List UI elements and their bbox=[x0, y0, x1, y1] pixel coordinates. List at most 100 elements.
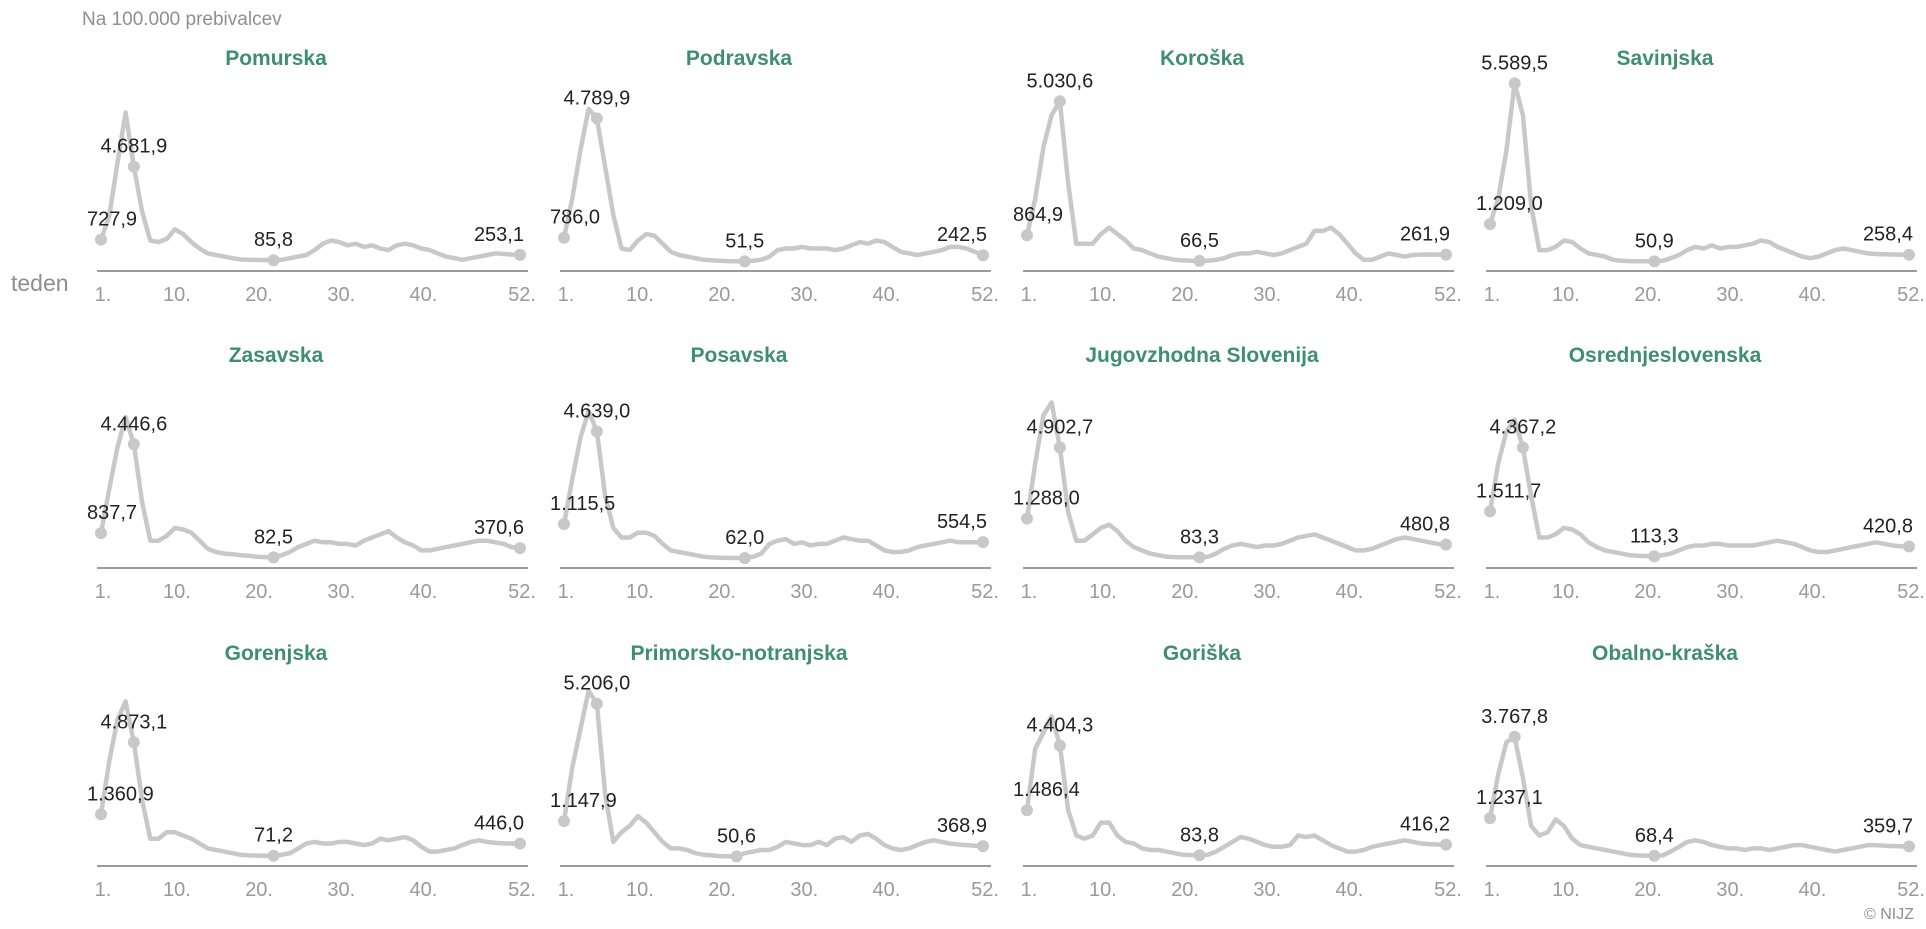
x-tick-label: 40. bbox=[410, 284, 438, 306]
data-label: 4.873,1 bbox=[100, 711, 167, 733]
x-tick-label: 20. bbox=[1171, 284, 1199, 306]
data-point bbox=[977, 840, 989, 853]
panel-1: 1. 10. 20. 30. 40. 52. 727,9 4.681,9 85,8 253,1 Po… bbox=[87, 47, 536, 306]
data-point bbox=[1021, 229, 1033, 242]
x-tick-label: 1. bbox=[1021, 879, 1038, 901]
data-label: 71,2 bbox=[254, 825, 293, 847]
data-point bbox=[514, 542, 526, 555]
data-point bbox=[738, 255, 751, 268]
panel-title: Posavska bbox=[691, 344, 788, 367]
data-point bbox=[514, 248, 526, 261]
x-tick-label: 20. bbox=[1634, 284, 1662, 306]
x-tick-label: 30. bbox=[327, 284, 355, 306]
data-point bbox=[977, 536, 989, 549]
data-point bbox=[1648, 550, 1661, 563]
data-label: 83,3 bbox=[1180, 526, 1219, 548]
data-point bbox=[1053, 95, 1066, 108]
series-line bbox=[561, 106, 986, 264]
x-tick-label: 20. bbox=[1634, 879, 1662, 901]
x-tick-label: 40. bbox=[873, 879, 901, 901]
x-tick-label: 20. bbox=[708, 879, 736, 901]
data-label: 1.147,9 bbox=[550, 790, 617, 812]
panel-2: 1. 10. 20. 30. 40. 52. 786,0 4.789,9 51,5 242,5 Po… bbox=[550, 47, 999, 306]
data-label: 51,5 bbox=[725, 230, 764, 252]
data-label: 242,5 bbox=[937, 224, 987, 246]
data-point bbox=[514, 837, 526, 850]
x-tick-label: 30. bbox=[327, 879, 355, 901]
data-point bbox=[558, 231, 570, 244]
data-label: 83,8 bbox=[1180, 824, 1219, 846]
data-point bbox=[1484, 812, 1496, 825]
x-tick-label: 52. bbox=[1434, 284, 1462, 306]
panel-3: 1. 10. 20. 30. 40. 52. 864,9 5.030,6 66,5 261,9 Ko… bbox=[1013, 47, 1462, 306]
data-label: 446,0 bbox=[474, 813, 524, 835]
panel-title: Gorenjska bbox=[225, 642, 328, 665]
data-point bbox=[267, 254, 280, 267]
panel-title: Obalno-kraška bbox=[1592, 642, 1738, 665]
data-point bbox=[558, 518, 570, 531]
panel-12: 1. 10. 20. 30. 40. 52. 1.237,1 3.767,8 68,4 359,7… bbox=[1476, 642, 1925, 901]
x-tick-label: 1. bbox=[95, 581, 112, 603]
data-point bbox=[127, 736, 140, 749]
data-point bbox=[1021, 512, 1033, 525]
data-point bbox=[590, 425, 603, 438]
data-label: 480,8 bbox=[1400, 514, 1450, 536]
x-tick-label: 52. bbox=[508, 284, 536, 306]
data-point bbox=[558, 815, 570, 828]
data-label: 786,0 bbox=[550, 207, 600, 229]
series-line bbox=[1024, 400, 1449, 560]
x-tick-label: 10. bbox=[1089, 284, 1117, 306]
x-tick-label: 30. bbox=[1253, 581, 1281, 603]
panel-8: 1. 10. 20. 30. 40. 52. 1.511,7 4.367,2 113,3 420,… bbox=[1476, 344, 1925, 603]
x-tick-label: 30. bbox=[1253, 284, 1281, 306]
data-label: 4.446,6 bbox=[100, 413, 167, 435]
x-tick-label: 1. bbox=[95, 879, 112, 901]
data-label: 837,7 bbox=[87, 502, 137, 524]
series-line bbox=[98, 110, 523, 263]
data-point bbox=[730, 850, 743, 863]
data-label: 1.237,1 bbox=[1476, 787, 1543, 809]
x-tick-label: 30. bbox=[1253, 879, 1281, 901]
x-tick-label: 20. bbox=[708, 284, 736, 306]
data-label: 261,9 bbox=[1400, 224, 1450, 246]
series-line bbox=[98, 414, 523, 560]
data-point bbox=[1021, 804, 1033, 817]
x-tick-label: 10. bbox=[1089, 879, 1117, 901]
data-label: 5.589,5 bbox=[1481, 52, 1548, 74]
data-label: 4.639,0 bbox=[563, 400, 630, 422]
data-point bbox=[127, 438, 140, 451]
x-tick-label: 40. bbox=[1336, 284, 1364, 306]
x-tick-label: 40. bbox=[410, 879, 438, 901]
x-tick-label: 10. bbox=[1552, 284, 1580, 306]
x-tick-label: 52. bbox=[971, 284, 999, 306]
x-tick-label: 30. bbox=[1716, 879, 1744, 901]
x-tick-label: 40. bbox=[1799, 581, 1827, 603]
data-label: 727,9 bbox=[87, 209, 137, 231]
data-point bbox=[1516, 441, 1529, 454]
series-line bbox=[1487, 81, 1912, 264]
x-tick-label: 52. bbox=[1897, 284, 1925, 306]
panel-title: Podravska bbox=[686, 47, 793, 70]
x-tick-label: 10. bbox=[626, 879, 654, 901]
series-line bbox=[98, 699, 523, 858]
data-point bbox=[1484, 218, 1496, 231]
data-point bbox=[977, 249, 989, 262]
data-label: 4.681,9 bbox=[100, 136, 167, 158]
data-label: 420,8 bbox=[1863, 515, 1913, 537]
x-tick-label: 1. bbox=[558, 284, 575, 306]
data-label: 5.206,0 bbox=[563, 673, 630, 695]
data-label: 864,9 bbox=[1013, 204, 1063, 226]
data-label: 50,9 bbox=[1635, 230, 1674, 252]
data-label: 4.404,3 bbox=[1026, 715, 1093, 737]
data-label: 113,3 bbox=[1630, 525, 1679, 547]
x-tick-label: 20. bbox=[708, 581, 736, 603]
x-tick-label: 1. bbox=[1484, 581, 1501, 603]
x-tick-label: 40. bbox=[873, 284, 901, 306]
x-tick-label: 10. bbox=[1552, 879, 1580, 901]
data-label: 253,1 bbox=[474, 224, 524, 246]
data-point bbox=[1440, 248, 1452, 261]
x-tick-label: 1. bbox=[95, 284, 112, 306]
x-tick-label: 40. bbox=[410, 581, 438, 603]
x-tick-label: 52. bbox=[1434, 581, 1462, 603]
data-point bbox=[1053, 441, 1066, 454]
